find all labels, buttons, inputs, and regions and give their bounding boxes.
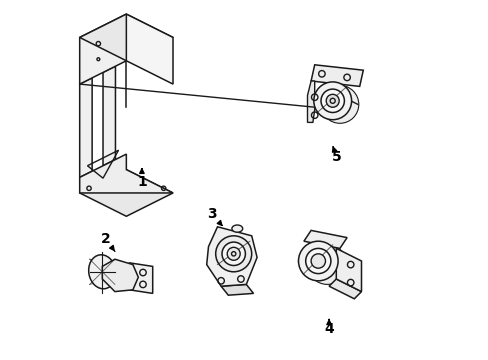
Text: 5: 5 — [331, 147, 341, 163]
Polygon shape — [303, 230, 346, 248]
Ellipse shape — [313, 82, 351, 120]
Ellipse shape — [122, 265, 136, 288]
Polygon shape — [328, 279, 361, 299]
Polygon shape — [102, 259, 138, 292]
Polygon shape — [307, 81, 314, 122]
Ellipse shape — [320, 85, 358, 123]
Polygon shape — [129, 263, 152, 293]
Circle shape — [325, 94, 339, 107]
Ellipse shape — [305, 248, 330, 274]
Polygon shape — [310, 65, 363, 86]
Ellipse shape — [88, 255, 116, 289]
Text: 2: 2 — [101, 233, 115, 251]
Ellipse shape — [215, 236, 251, 272]
Polygon shape — [336, 248, 361, 292]
Polygon shape — [80, 14, 126, 84]
Polygon shape — [206, 227, 257, 286]
Polygon shape — [80, 78, 92, 177]
Polygon shape — [80, 154, 173, 193]
Text: 4: 4 — [324, 319, 333, 336]
Polygon shape — [103, 66, 115, 166]
Ellipse shape — [298, 241, 337, 281]
Ellipse shape — [231, 225, 242, 232]
Polygon shape — [126, 14, 173, 84]
Circle shape — [310, 254, 325, 268]
Polygon shape — [221, 284, 253, 295]
Ellipse shape — [307, 245, 346, 284]
Ellipse shape — [222, 242, 245, 265]
Text: 1: 1 — [137, 169, 146, 189]
Ellipse shape — [320, 89, 344, 112]
Polygon shape — [80, 170, 173, 216]
Polygon shape — [80, 14, 173, 61]
Circle shape — [227, 247, 240, 260]
Text: 3: 3 — [207, 207, 222, 225]
